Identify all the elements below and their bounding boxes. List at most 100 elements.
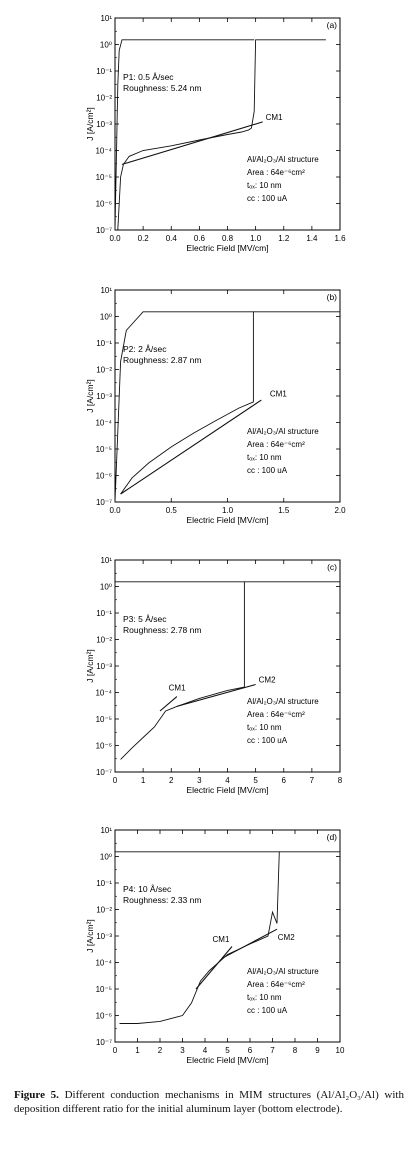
y-tick-label: 10¹ [100, 286, 112, 295]
y-tick-label: 10⁻⁷ [96, 1038, 112, 1047]
series-fit-CM1 [159, 696, 178, 712]
caption-text: Different conduction mechanisms in MIM s… [14, 1089, 404, 1115]
chart-panel-d: 10⁻⁷ 10⁻⁶ 10⁻⁵ 10⁻⁴ 10⁻³ 10⁻² 10⁻¹ 10⁰ 10¹ 0 1 2 3 4 5… [85, 826, 345, 1065]
y-tick-label: 10⁰ [100, 313, 112, 322]
y-tick-label: 10⁻⁴ [95, 689, 112, 698]
series-fit-CM1 [120, 399, 262, 495]
plot-frame [114, 17, 341, 231]
series-compliance-left [114, 851, 280, 1042]
series-fit-CM1 [121, 121, 263, 165]
y-tick-label: 10⁻⁴ [95, 959, 112, 968]
series-iv-curve [117, 39, 326, 231]
plot-frame [114, 289, 341, 503]
y-tick-label: 10⁻⁶ [96, 200, 112, 209]
x-axis-label: Electric Field [MV/cm] [186, 785, 268, 795]
series-fit-CM2 [176, 683, 256, 707]
structure-annotation: tₒₓ: 10 nm [247, 181, 282, 190]
x-tick-label: 8 [293, 1046, 298, 1055]
y-axis-label: J [A/cm²] [85, 379, 95, 413]
fit-label-cm1: CM1 [213, 935, 230, 944]
x-tick-label: 6 [282, 776, 287, 785]
x-tick-label: 1 [135, 1046, 140, 1055]
x-tick-label: 0.6 [194, 234, 206, 243]
chart-panel-c: 10⁻⁷ 10⁻⁶ 10⁻⁵ 10⁻⁴ 10⁻³ 10⁻² 10⁻¹ 10⁰ 10¹ 0 1 2 3 4 5… [85, 556, 343, 795]
x-tick-label: 4 [203, 1046, 208, 1055]
x-tick-label: 1.0 [222, 506, 234, 515]
x-tick-label: 0 [113, 776, 118, 785]
x-tick-label: 6 [248, 1046, 253, 1055]
y-tick-label: 10⁻⁷ [96, 768, 112, 777]
x-tick-label: 1 [141, 776, 146, 785]
x-tick-label: 0.5 [166, 506, 178, 515]
y-tick-label: 10⁻³ [96, 120, 112, 129]
structure-annotation: tₒₓ: 10 nm [247, 993, 282, 1002]
y-tick-label: 10⁻⁵ [96, 985, 112, 994]
caption-label: Figure 5. [14, 1089, 59, 1101]
x-tick-label: 4 [225, 776, 230, 785]
y-tick-label: 10⁻² [96, 906, 112, 915]
y-axis-label: J [A/cm²] [85, 107, 95, 141]
x-tick-label: 10 [336, 1046, 345, 1055]
y-tick-label: 10⁰ [100, 853, 112, 862]
x-tick-label: 9 [315, 1046, 320, 1055]
sample-annotation: Roughness: 2.78 nm [123, 625, 201, 635]
x-tick-label: 3 [197, 776, 202, 785]
y-tick-label: 10⁻⁵ [96, 445, 112, 454]
y-tick-label: 10⁻⁵ [96, 715, 112, 724]
structure-annotation: cc : 100 uA [247, 1006, 288, 1015]
series-compliance-left [114, 311, 254, 503]
x-axis-label: Electric Field [MV/cm] [186, 243, 268, 253]
sample-annotation: P2: 2 Å/sec [123, 344, 167, 354]
x-tick-label: 5 [253, 776, 258, 785]
x-tick-label: 0.8 [222, 234, 234, 243]
fit-label-cm2: CM2 [278, 933, 295, 942]
y-tick-label: 10⁻⁶ [96, 472, 112, 481]
figure-caption: Figure 5. Different conduction mechanism… [14, 1088, 404, 1116]
x-tick-label: 1.2 [278, 234, 290, 243]
structure-annotation: Al/Al₂O₃/Al structure [247, 967, 319, 976]
y-tick-label: 10⁻³ [96, 932, 112, 941]
y-tick-label: 10⁻³ [96, 662, 112, 671]
x-axis-label: Electric Field [MV/cm] [186, 1055, 268, 1065]
structure-annotation: tₒₓ: 10 nm [247, 723, 282, 732]
y-axis-label: J [A/cm²] [85, 649, 95, 683]
x-tick-label: 7 [270, 1046, 275, 1055]
panel-label: (d) [327, 832, 338, 842]
x-tick-label: 1.0 [250, 234, 262, 243]
series-fit-CM2 [222, 928, 278, 959]
y-tick-label: 10⁻¹ [96, 67, 112, 76]
x-tick-label: 1.6 [334, 234, 346, 243]
structure-annotation: Area : 64e⁻⁶cm² [247, 168, 305, 177]
series-compliance-left [114, 581, 245, 772]
sample-annotation: P1: 0.5 Å/sec [123, 72, 174, 82]
chart-panel-b: 10⁻⁷ 10⁻⁶ 10⁻⁵ 10⁻⁴ 10⁻³ 10⁻² 10⁻¹ 10⁰ 10¹ 0.0 0.5… [85, 286, 346, 525]
fit-label-cm1: CM1 [270, 390, 287, 399]
x-tick-label: 0.0 [109, 506, 121, 515]
y-tick-label: 10⁰ [100, 41, 112, 50]
y-tick-label: 10⁻⁶ [96, 1012, 112, 1021]
structure-annotation: Al/Al₂O₃/Al structure [247, 697, 319, 706]
structure-annotation: cc : 100 uA [247, 466, 288, 475]
y-tick-label: 10⁻⁵ [96, 173, 112, 182]
series-iv-curve [120, 311, 340, 495]
y-tick-label: 10⁻⁶ [96, 742, 112, 751]
y-tick-label: 10⁻³ [96, 392, 112, 401]
y-tick-label: 10⁻⁴ [95, 147, 112, 156]
structure-annotation: Al/Al₂O₃/Al structure [247, 427, 319, 436]
figure-panels: 10⁻⁷ 10⁻⁶ 10⁻⁵ 10⁻⁴ 10⁻³ 10⁻² 10⁻¹ 10⁰ 10¹ 0.0 0.2… [85, 14, 346, 1065]
sample-annotation: P3: 5 Å/sec [123, 614, 167, 624]
fit-label-cm1: CM1 [266, 113, 283, 122]
x-axis-label: Electric Field [MV/cm] [186, 515, 268, 525]
sample-annotation: Roughness: 5.24 nm [123, 83, 201, 93]
x-tick-label: 1.5 [278, 506, 290, 515]
panel-label: (c) [327, 562, 337, 572]
series-fit-CM1 [195, 946, 233, 990]
y-tick-label: 10⁻¹ [96, 609, 112, 618]
panel-label: (a) [327, 20, 338, 30]
x-tick-label: 5 [225, 1046, 230, 1055]
sample-annotation: P4: 10 Å/sec [123, 884, 172, 894]
panel-label: (b) [327, 292, 338, 302]
structure-annotation: Area : 64e⁻⁶cm² [247, 980, 305, 989]
series-iv-curve [119, 851, 340, 1024]
x-tick-label: 3 [180, 1046, 185, 1055]
